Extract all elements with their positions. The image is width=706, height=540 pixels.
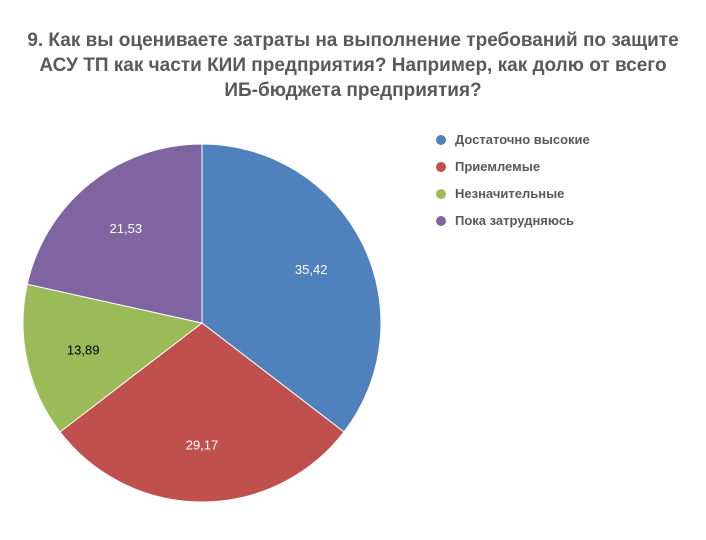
legend-swatch <box>436 215 446 226</box>
data-label-3: 13,89 <box>67 342 100 357</box>
legend-item-poka-zatrudnyayus: Пока затрудняюсь <box>436 207 590 234</box>
data-label-2: 29,17 <box>186 438 219 453</box>
chart-title: 9. Как вы оцениваете затраты на выполнен… <box>10 28 696 103</box>
legend-label: Достаточно высокие <box>455 132 590 147</box>
chart-title-line-1: 9. Как вы оцениваете затраты на выполнен… <box>27 30 679 51</box>
pie-slice-3 <box>22 283 204 433</box>
legend-item-priemlemye: Приемлемые <box>436 153 590 180</box>
pie-slice-2 <box>59 322 345 503</box>
legend-swatch <box>436 134 446 145</box>
legend-swatch <box>436 188 446 199</box>
legend-item-neznachitelnye: Незначительные <box>436 180 590 207</box>
legend-item-dostatochno-vysokie: Достаточно высокие <box>436 126 590 153</box>
chart-title-line-2: АСУ ТП как части КИИ предприятия? Наприм… <box>39 55 667 76</box>
legend-label: Пока затрудняюсь <box>455 213 575 228</box>
data-label-1: 35,42 <box>295 262 328 277</box>
pie-slice-4 <box>26 143 203 324</box>
legend-label: Незначительные <box>455 186 565 201</box>
legend: Достаточно высокие Приемлемые Незначител… <box>436 126 590 234</box>
chart-title-line-3: ИБ-бюджета предприятия? <box>224 80 482 101</box>
pie-slice-1 <box>201 143 382 433</box>
data-label-4: 21,53 <box>110 221 143 236</box>
legend-swatch <box>436 161 446 172</box>
legend-label: Приемлемые <box>455 159 541 174</box>
